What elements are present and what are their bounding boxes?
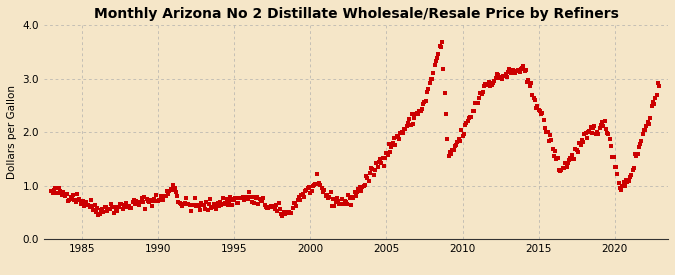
Title: Monthly Arizona No 2 Distillate Wholesale/Resale Price by Refiners: Monthly Arizona No 2 Distillate Wholesal… <box>94 7 618 21</box>
Y-axis label: Dollars per Gallon: Dollars per Gallon <box>7 85 17 179</box>
